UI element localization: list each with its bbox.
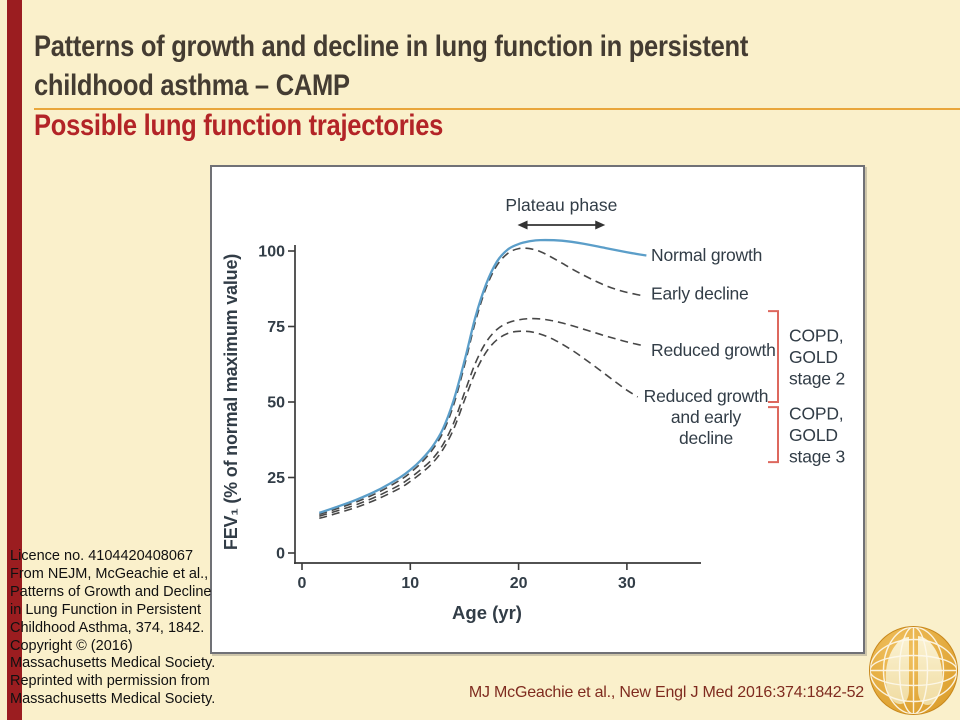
license-text: Licence no. 4104420408067 From NEJM, McG… [10, 548, 220, 709]
x-axis-title: Age (yr) [452, 602, 522, 623]
curve-label-normal-growth: Normal growth [651, 245, 762, 265]
curve-label-reduced-growth-and-early-decline: and early [671, 407, 742, 427]
plateau-arrowhead-left [517, 220, 528, 230]
citation-text: MJ McGeachie et al., New Engl J Med 2016… [468, 684, 864, 701]
curve-reduced-growth [319, 317, 642, 517]
license-line: Patterns of Growth and Decline [10, 583, 212, 600]
curve-reduced-growth-and-early-decline [319, 330, 639, 520]
accent-bar [7, 0, 22, 720]
curve-label-reduced-growth: Reduced growth [651, 340, 776, 360]
y-tick-label: 75 [267, 319, 285, 336]
plateau-phase-label: Plateau phase [505, 195, 617, 215]
license-line: Massachusetts Medical Society. [10, 691, 216, 708]
license-line: in Lung Function in Persistent [10, 601, 202, 618]
bracket-1 [768, 310, 779, 403]
license-line: Licence no. 4104420408067 [10, 548, 194, 564]
plateau-arrowhead-right [595, 220, 606, 230]
slide-subtitle: Possible lung function trajectories [34, 109, 444, 142]
slide-title: Patterns of growth and decline in lung f… [34, 27, 960, 105]
bracket-2 [768, 406, 779, 464]
x-tick-label: 0 [298, 575, 307, 592]
y-tick-label: 100 [258, 244, 285, 261]
y-tick-label: 50 [267, 395, 285, 412]
license-line: From NEJM, McGeachie et al., [10, 565, 209, 582]
globe-lungs-icon [869, 626, 958, 715]
title-line-1: Patterns of growth and decline in lung f… [34, 30, 749, 63]
license-line: Childhood Asthma, 374, 1842. [10, 619, 205, 636]
bracket-label-2: stage 3 [789, 447, 845, 467]
y-axis-title: FEV₁ (% of normal maximum value) [221, 254, 241, 550]
fev1-age-line-chart: 0 25 50 75 100 0 10 20 30 FEV₁ (% of normal maxim… [221, 195, 845, 623]
curve-label-reduced-growth-and-early-decline: Reduced growth [644, 386, 769, 406]
chart-figure: 0 25 50 75 100 0 10 20 30 FEV₁ (% of normal maxim… [210, 165, 865, 654]
x-tick-label: 30 [618, 575, 636, 592]
license-line: Massachusetts Medical Society. [10, 655, 216, 672]
curve-early-decline [319, 247, 642, 516]
curve-label-early-decline: Early decline [651, 283, 749, 303]
y-tick-label: 25 [267, 470, 285, 487]
bracket-label-1: stage 2 [789, 369, 845, 389]
globe-grid-lines [870, 627, 957, 714]
curve-label-reduced-growth-and-early-decline: decline [679, 428, 733, 448]
license-line: Reprinted with permission from [10, 673, 210, 690]
title-line-2: childhood asthma – CAMP [34, 69, 350, 102]
bracket-label-1: GOLD [789, 347, 838, 367]
bracket-label-2: COPD, [789, 404, 843, 424]
bracket-label-1: COPD, [789, 326, 843, 346]
y-tick-label: 0 [276, 546, 285, 563]
bracket-label-2: GOLD [789, 425, 838, 445]
x-tick-label: 10 [401, 575, 419, 592]
curve-normal-growth [318, 238, 647, 514]
x-tick-label: 20 [510, 575, 528, 592]
license-line: Copyright © (2016) [10, 637, 133, 654]
divider-line [34, 108, 960, 110]
